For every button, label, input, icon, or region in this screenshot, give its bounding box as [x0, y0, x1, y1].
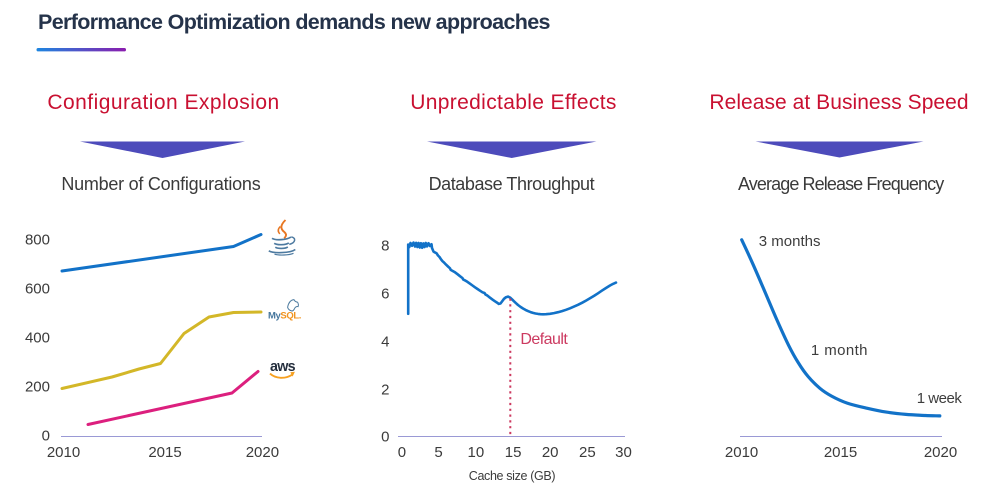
- svg-text:MySQL.: MySQL.: [268, 311, 301, 322]
- svg-text:aws: aws: [270, 359, 296, 375]
